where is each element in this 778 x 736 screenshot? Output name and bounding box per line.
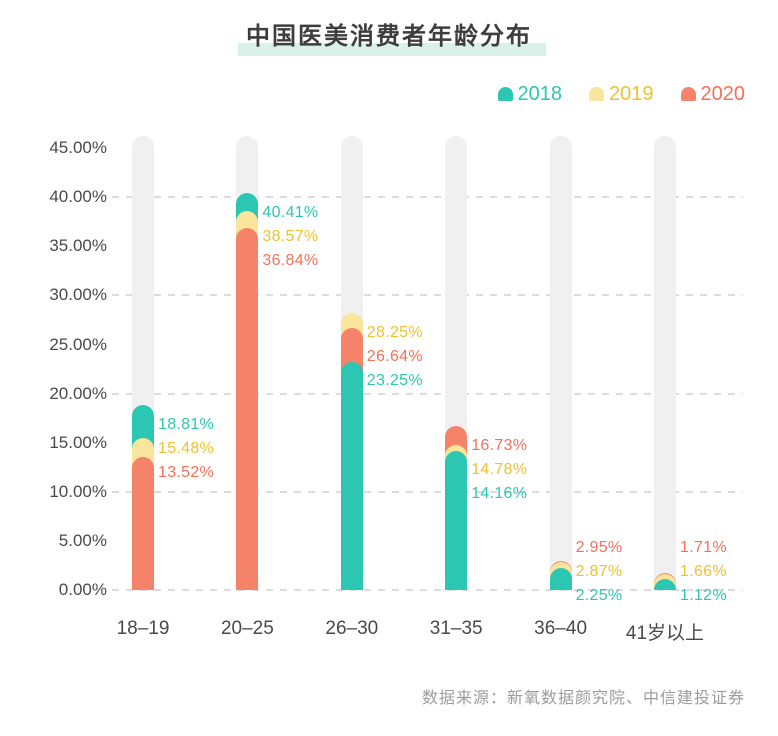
value-label-2020: 36.84%: [262, 252, 319, 270]
value-label-2019: 38.57%: [262, 228, 319, 246]
x-axis-label: 26–30: [325, 618, 379, 639]
page-title: 中国医美消费者年龄分布: [238, 16, 546, 56]
legend-marker-icon-2018: [497, 87, 513, 101]
legend-item-2018: 2018: [497, 83, 563, 105]
value-label-2020: 13.52%: [158, 464, 215, 482]
value-label-stack: 40.41% 38.57% 36.84%: [262, 201, 352, 273]
y-axis-tick-label: 35.00%: [49, 236, 107, 256]
legend-marker-icon-2019: [589, 87, 604, 101]
value-label-2020: 16.73%: [471, 436, 528, 454]
chart-header: 中国医美消费者年龄分布: [0, 16, 778, 56]
y-axis-tick-label: 45.00%: [49, 138, 107, 158]
value-label-2018: 18.81%: [158, 416, 215, 434]
bar-segment-2018: [445, 450, 468, 590]
value-label-2019: 15.48%: [158, 440, 215, 458]
bar-segment-2018: [549, 567, 572, 590]
legend-marker-icon-2020: [680, 87, 696, 101]
x-axis-label: 18–19: [116, 618, 170, 639]
value-label-2018: 23.25%: [366, 371, 423, 389]
y-axis-tick-label: 5.00%: [58, 530, 107, 550]
value-label-stack: 16.73% 14.78% 14.16%: [471, 434, 561, 506]
bar-segment-2018: [340, 361, 363, 590]
value-label-stack: 2.95% 2.87% 2.25%: [576, 536, 666, 608]
grid-line: [112, 392, 743, 395]
bar-track: [654, 136, 676, 590]
plot-area: 45.00% 40.00% 35.00% 30.00% 25.00% 20.00% 15.0…: [0, 135, 778, 604]
value-label-2018: 40.41%: [262, 204, 319, 222]
value-label-2019: 14.78%: [471, 460, 528, 478]
grid-line: [112, 196, 743, 199]
grid-line: [112, 294, 743, 297]
x-axis-label: 20–25: [220, 618, 274, 639]
grid-line: [112, 490, 743, 493]
legend-label-2020: 2020: [700, 83, 746, 105]
legend: 2018 2019 2020: [497, 83, 746, 105]
bar-segment-2018: [654, 579, 676, 590]
value-label-2019: 28.25%: [366, 323, 423, 341]
value-label-2020: 2.95%: [575, 539, 623, 556]
bar-segment-2020: [132, 457, 154, 590]
x-axis-label: 36–40: [534, 618, 588, 639]
grid-line: [112, 589, 743, 591]
value-label-2020: 1.71%: [680, 539, 727, 556]
bar-track: [549, 136, 572, 590]
legend-item-2020: 2020: [680, 83, 746, 105]
y-axis-tick-label: 15.00%: [49, 432, 107, 452]
x-axis-label: 41岁以上: [625, 623, 705, 644]
y-axis-tick-label: 25.00%: [49, 334, 107, 354]
legend-label-2019: 2019: [609, 83, 654, 105]
y-axis-tick-label: 20.00%: [49, 383, 107, 403]
value-label-2018: 2.25%: [575, 587, 623, 604]
y-axis-tick-label: 30.00%: [49, 285, 107, 305]
value-label-2018: 1.12%: [680, 587, 727, 604]
source-note: 数据来源：新氧数据颜究院、中信建投证券: [421, 690, 745, 707]
value-label-stack: 1.71% 1.66% 1.12%: [680, 536, 770, 608]
x-axis-label: 31–35: [429, 618, 483, 639]
y-axis-tick-label: 0.00%: [58, 580, 107, 599]
value-label-stack: 28.25% 26.64% 23.25%: [367, 321, 457, 393]
y-axis-tick-label: 40.00%: [49, 187, 107, 207]
value-label-2019: 2.87%: [575, 563, 623, 580]
y-axis-tick-label: 10.00%: [49, 481, 107, 501]
value-label-2018: 14.16%: [471, 484, 528, 502]
value-label-2019: 1.66%: [680, 563, 727, 580]
bar-segment-2020: [236, 228, 259, 590]
value-label-stack: 18.81% 15.48% 13.52%: [158, 413, 248, 485]
value-label-2020: 26.64%: [366, 347, 423, 365]
legend-label-2018: 2018: [517, 83, 563, 105]
legend-item-2019: 2019: [589, 84, 654, 104]
